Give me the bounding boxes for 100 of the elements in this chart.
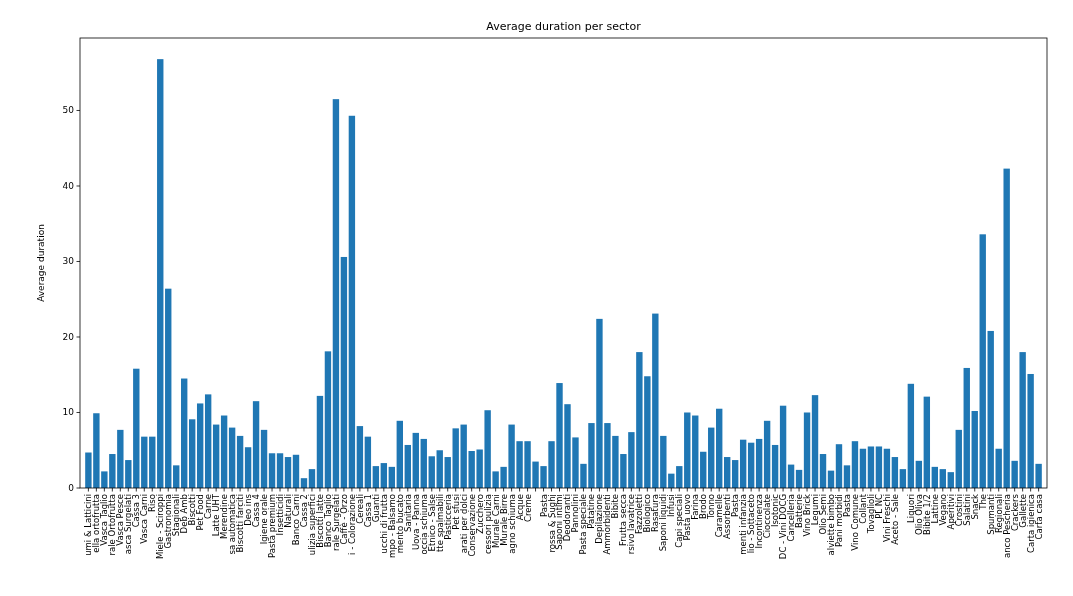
x-tick-label: Snack [969, 493, 980, 520]
bar [739, 439, 747, 488]
x-tick-label: Gallette [1017, 494, 1028, 528]
x-tick-label: Tovaglioli [865, 494, 876, 535]
x-tick-label: arati per dolci [458, 494, 469, 554]
bar [268, 453, 276, 488]
bar [708, 427, 715, 488]
x-tick-label: sa automatica [227, 494, 238, 555]
x-tick-label: Deodoranti [562, 494, 573, 542]
x-tick-label: Carta igienica [1025, 494, 1036, 553]
bar [396, 420, 403, 488]
bar [364, 436, 372, 488]
bar [907, 383, 915, 488]
bar [252, 401, 260, 488]
x-tick-label: agno schiuma [506, 494, 517, 554]
y-axis-title: Average duration [36, 224, 46, 302]
x-tick-label: ucchi di frutta [378, 494, 389, 554]
x-tick-label: Crackers [1009, 493, 1020, 532]
x-tick-label: Bibite [610, 494, 621, 519]
bar [181, 378, 188, 488]
x-tick-label: Farina [690, 494, 701, 520]
x-tick-label: Cancelleria [786, 494, 797, 542]
bar [779, 405, 787, 488]
bar [404, 444, 411, 488]
bar [851, 441, 859, 488]
bar [755, 438, 763, 488]
x-tick-label: Pet sfusi [450, 494, 461, 530]
x-tick-label: menti infanzia [738, 494, 749, 555]
x-tick-label: cessori pulizia [482, 494, 493, 555]
x-tick-label: Vino Comune [849, 494, 860, 551]
x-tick-label: Biscotti farciti [235, 494, 246, 553]
bar [204, 394, 212, 488]
x-tick-label: mpo - Balsamo [386, 494, 397, 558]
x-tick-label: Pasta [730, 494, 741, 517]
x-tick-label: occia schiuma [418, 494, 429, 555]
bar [747, 442, 755, 488]
x-tick-label: alviette bimbo [825, 494, 836, 556]
x-tick-label: Collant [857, 493, 868, 524]
x-tick-label: Stagionali [171, 494, 182, 537]
x-tick-label: Cioccolate [762, 494, 773, 539]
bar [356, 426, 364, 488]
bar [220, 415, 228, 488]
bar [316, 395, 324, 488]
bar [236, 435, 244, 488]
x-tick-label: The [977, 494, 988, 511]
bar [436, 450, 443, 488]
bar [332, 99, 340, 488]
bar [196, 403, 204, 488]
bar [716, 408, 723, 488]
x-tick-label: Pani morbidi [833, 494, 844, 547]
bar [915, 460, 923, 488]
x-tick-label: Vegano [937, 494, 948, 526]
bar [867, 446, 875, 488]
bar [189, 419, 196, 488]
x-tick-label: Lattine [929, 494, 940, 524]
x-tick-label: Cereali [354, 494, 365, 524]
x-tick-label: Pannolini [570, 494, 581, 533]
x-tick-label: Biscotti [187, 494, 198, 526]
x-tick-label: Caramelle [714, 494, 725, 538]
bar [803, 412, 811, 488]
x-tick-label: Insetticidi [275, 494, 285, 536]
x-tick-label: Igiene orale [259, 494, 270, 545]
bar [724, 457, 731, 488]
bar [763, 420, 771, 488]
bar [276, 453, 284, 488]
x-tick-label: Etnico - Salse [426, 494, 437, 552]
x-tick-label: Capi speciali [674, 494, 685, 548]
x-tick-label: Aceto - Sale [889, 494, 900, 545]
bar [859, 448, 867, 488]
x-tick-label: Vini Freschi [881, 494, 892, 543]
x-tick-label: Biologico [642, 494, 653, 533]
x-tick-label: Acque [514, 494, 525, 521]
bar [819, 454, 827, 488]
x-tick-label: Legumi [810, 494, 821, 526]
bar [348, 115, 356, 488]
x-tick-label: lio - Sottaceto [746, 494, 757, 554]
x-tick-label: Naturali [282, 494, 293, 528]
bar [212, 424, 220, 488]
x-tick-label: Pasta [841, 494, 852, 517]
x-tick-label: Latte UHT [211, 493, 222, 537]
x-tick-label: Banco Taglio [322, 494, 333, 548]
bar [891, 457, 899, 488]
x-tick-label: Tonno [706, 494, 717, 520]
bar [963, 367, 970, 488]
bar [292, 454, 300, 488]
x-tick-label: Vino Brick [802, 493, 813, 537]
x-tick-label: Banco Carni [290, 494, 301, 546]
x-tick-label: Liquori [905, 494, 916, 523]
bar [141, 436, 148, 488]
x-tick-label: Uova - Panna [410, 494, 421, 551]
x-tick-label: Isotonic [770, 493, 781, 528]
bar [835, 444, 843, 488]
y-tick-label: 10 [62, 407, 75, 418]
x-tick-label: Salatini [961, 494, 972, 526]
bar [228, 427, 236, 488]
x-tick-label: Batterie [794, 494, 805, 529]
x-tick-label: Carne [203, 494, 214, 520]
bar [340, 256, 348, 488]
y-tick-label: 30 [62, 256, 75, 267]
bar [811, 395, 819, 488]
